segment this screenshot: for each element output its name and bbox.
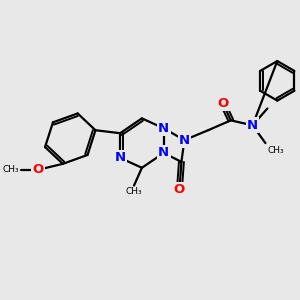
Text: N: N (115, 152, 126, 164)
Text: O: O (174, 183, 185, 196)
Text: N: N (179, 134, 190, 147)
Text: CH₃: CH₃ (3, 165, 20, 174)
Text: O: O (217, 97, 229, 110)
Text: O: O (32, 163, 44, 176)
Text: CH₃: CH₃ (267, 146, 284, 155)
Text: N: N (247, 119, 258, 132)
Text: N: N (158, 146, 169, 160)
Text: CH₃: CH₃ (126, 187, 142, 196)
Text: N: N (158, 122, 169, 135)
